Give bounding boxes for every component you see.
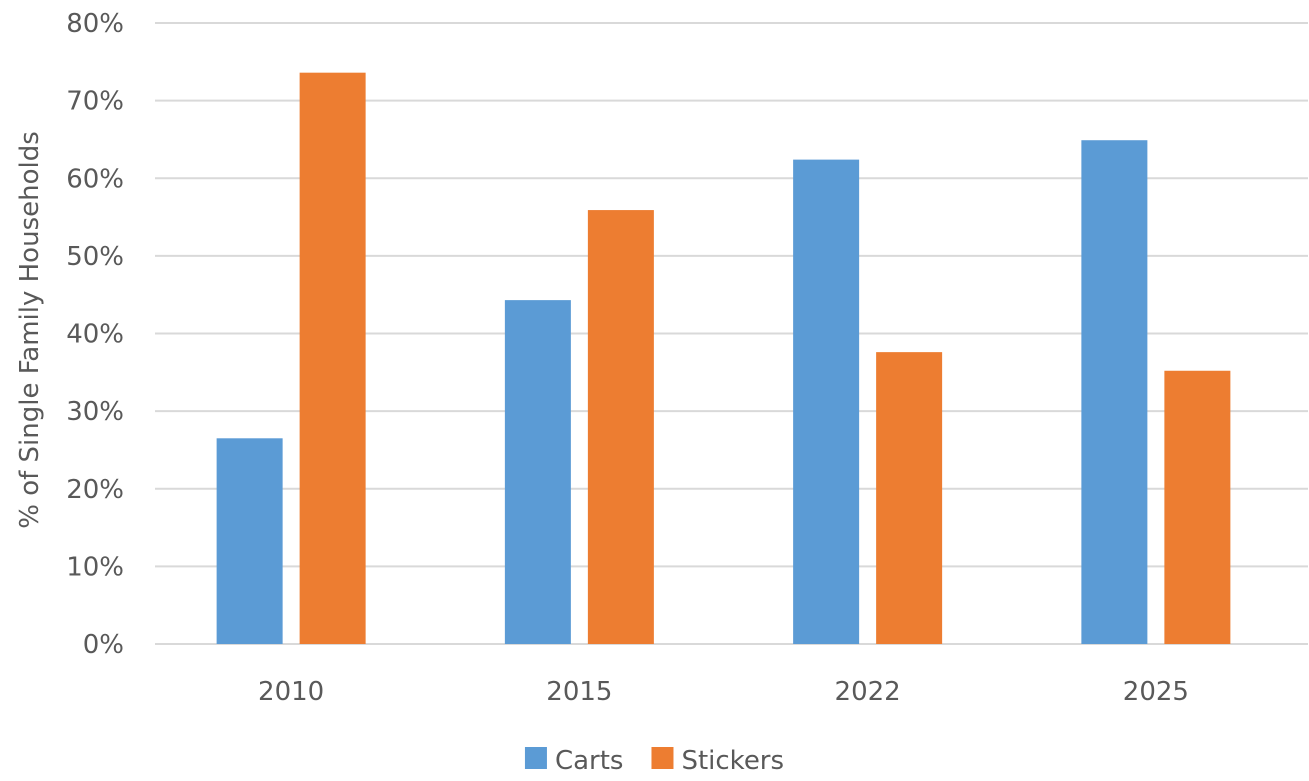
bar-carts-2010 [216, 438, 283, 644]
bar-carts-2015 [504, 300, 571, 644]
bar-stickers-2015 [587, 210, 654, 645]
x-tick-label: 2025 [1123, 677, 1189, 707]
y-tick-label: 20% [66, 475, 124, 505]
x-tick-label: 2015 [546, 677, 612, 707]
x-axis-ticks: 2010 2015 2022 2025 [258, 677, 1189, 707]
y-tick-label: 70% [66, 87, 124, 117]
bars [216, 72, 1231, 645]
y-tick-label: 40% [66, 320, 124, 350]
bar-carts-2022 [793, 159, 860, 644]
y-tick-label: 10% [66, 552, 124, 582]
y-tick-label: 0% [83, 630, 124, 660]
bar-carts-2025 [1081, 140, 1148, 644]
y-axis-ticks: 0% 10% 20% 30% 40% 50% 60% 70% 80% [66, 9, 124, 660]
y-tick-label: 30% [66, 397, 124, 427]
y-tick-label: 50% [66, 242, 124, 272]
bar-stickers-2022 [876, 352, 943, 644]
bar-stickers-2010 [299, 72, 366, 645]
y-axis-title: % of Single Family Households [15, 131, 45, 529]
legend: Carts Stickers [524, 746, 784, 776]
x-tick-label: 2010 [258, 677, 324, 707]
y-tick-label: 80% [66, 9, 124, 39]
bar-stickers-2025 [1164, 370, 1231, 644]
legend-swatch-carts [524, 747, 547, 769]
legend-label-stickers: Stickers [681, 746, 784, 776]
legend-swatch-stickers [651, 747, 674, 769]
legend-label-carts: Carts [555, 746, 624, 776]
x-tick-label: 2022 [835, 677, 901, 707]
y-tick-label: 60% [66, 164, 124, 194]
